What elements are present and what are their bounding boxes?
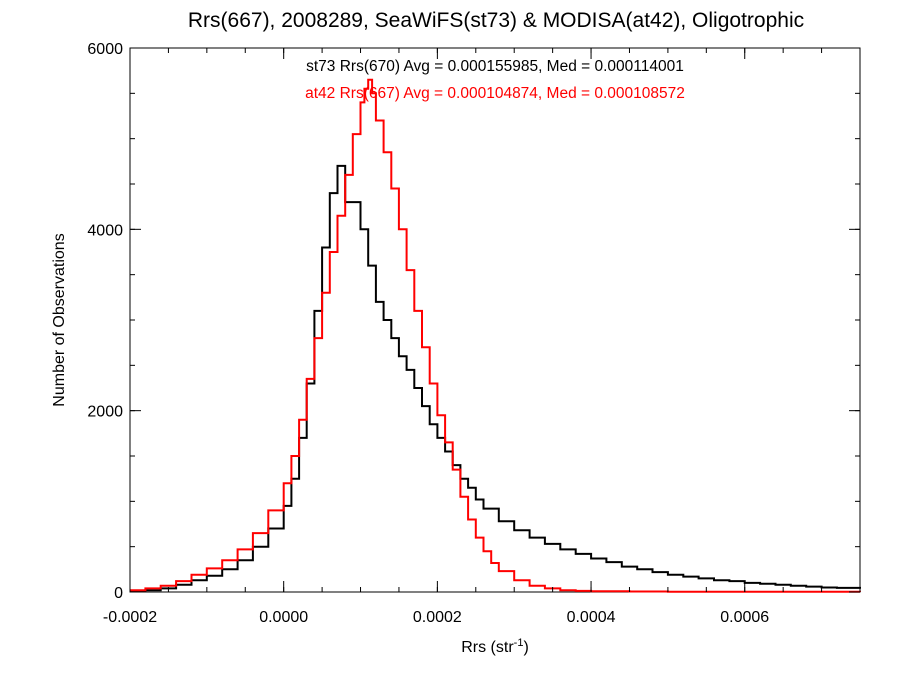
x-tick-label: -0.0002 <box>103 609 157 626</box>
x-axis-label: Rrs (str-1) <box>461 637 529 656</box>
y-tick-label: 0 <box>114 585 123 602</box>
x-tick-label: 0.0006 <box>720 609 769 626</box>
plot-frame <box>129 47 861 593</box>
plot-area <box>129 47 861 593</box>
annotation-at42: at42 Rrs(667) Avg = 0.000104874, Med = 0… <box>305 85 685 102</box>
y-tick-label: 6000 <box>87 41 123 58</box>
annotation-st73: st73 Rrs(670) Avg = 0.000155985, Med = 0… <box>306 58 684 75</box>
x-tick-label: 0.0004 <box>567 609 616 626</box>
series-layer <box>130 78 861 593</box>
x-tick-label: 0.0000 <box>259 609 308 626</box>
tick-layer: -0.0002 0.0000 0.0002 0.0004 0.0006 0 2000 4000… <box>87 41 861 626</box>
x-axis-label-main: Rrs (str <box>461 639 514 656</box>
y-tick-label: 4000 <box>87 222 123 239</box>
chart-title: Rrs(667), 2008289, SeaWiFS(st73) & MODIS… <box>188 9 804 32</box>
y-tick-label: 2000 <box>87 404 123 421</box>
series-line-1 <box>130 78 861 593</box>
y-axis-label: Number of Observations <box>51 233 68 406</box>
x-axis-label-sup: -1 <box>514 637 524 649</box>
x-tick-label: 0.0002 <box>413 609 462 626</box>
series-line-0 <box>130 164 861 593</box>
x-axis-label-end: ) <box>523 639 528 656</box>
